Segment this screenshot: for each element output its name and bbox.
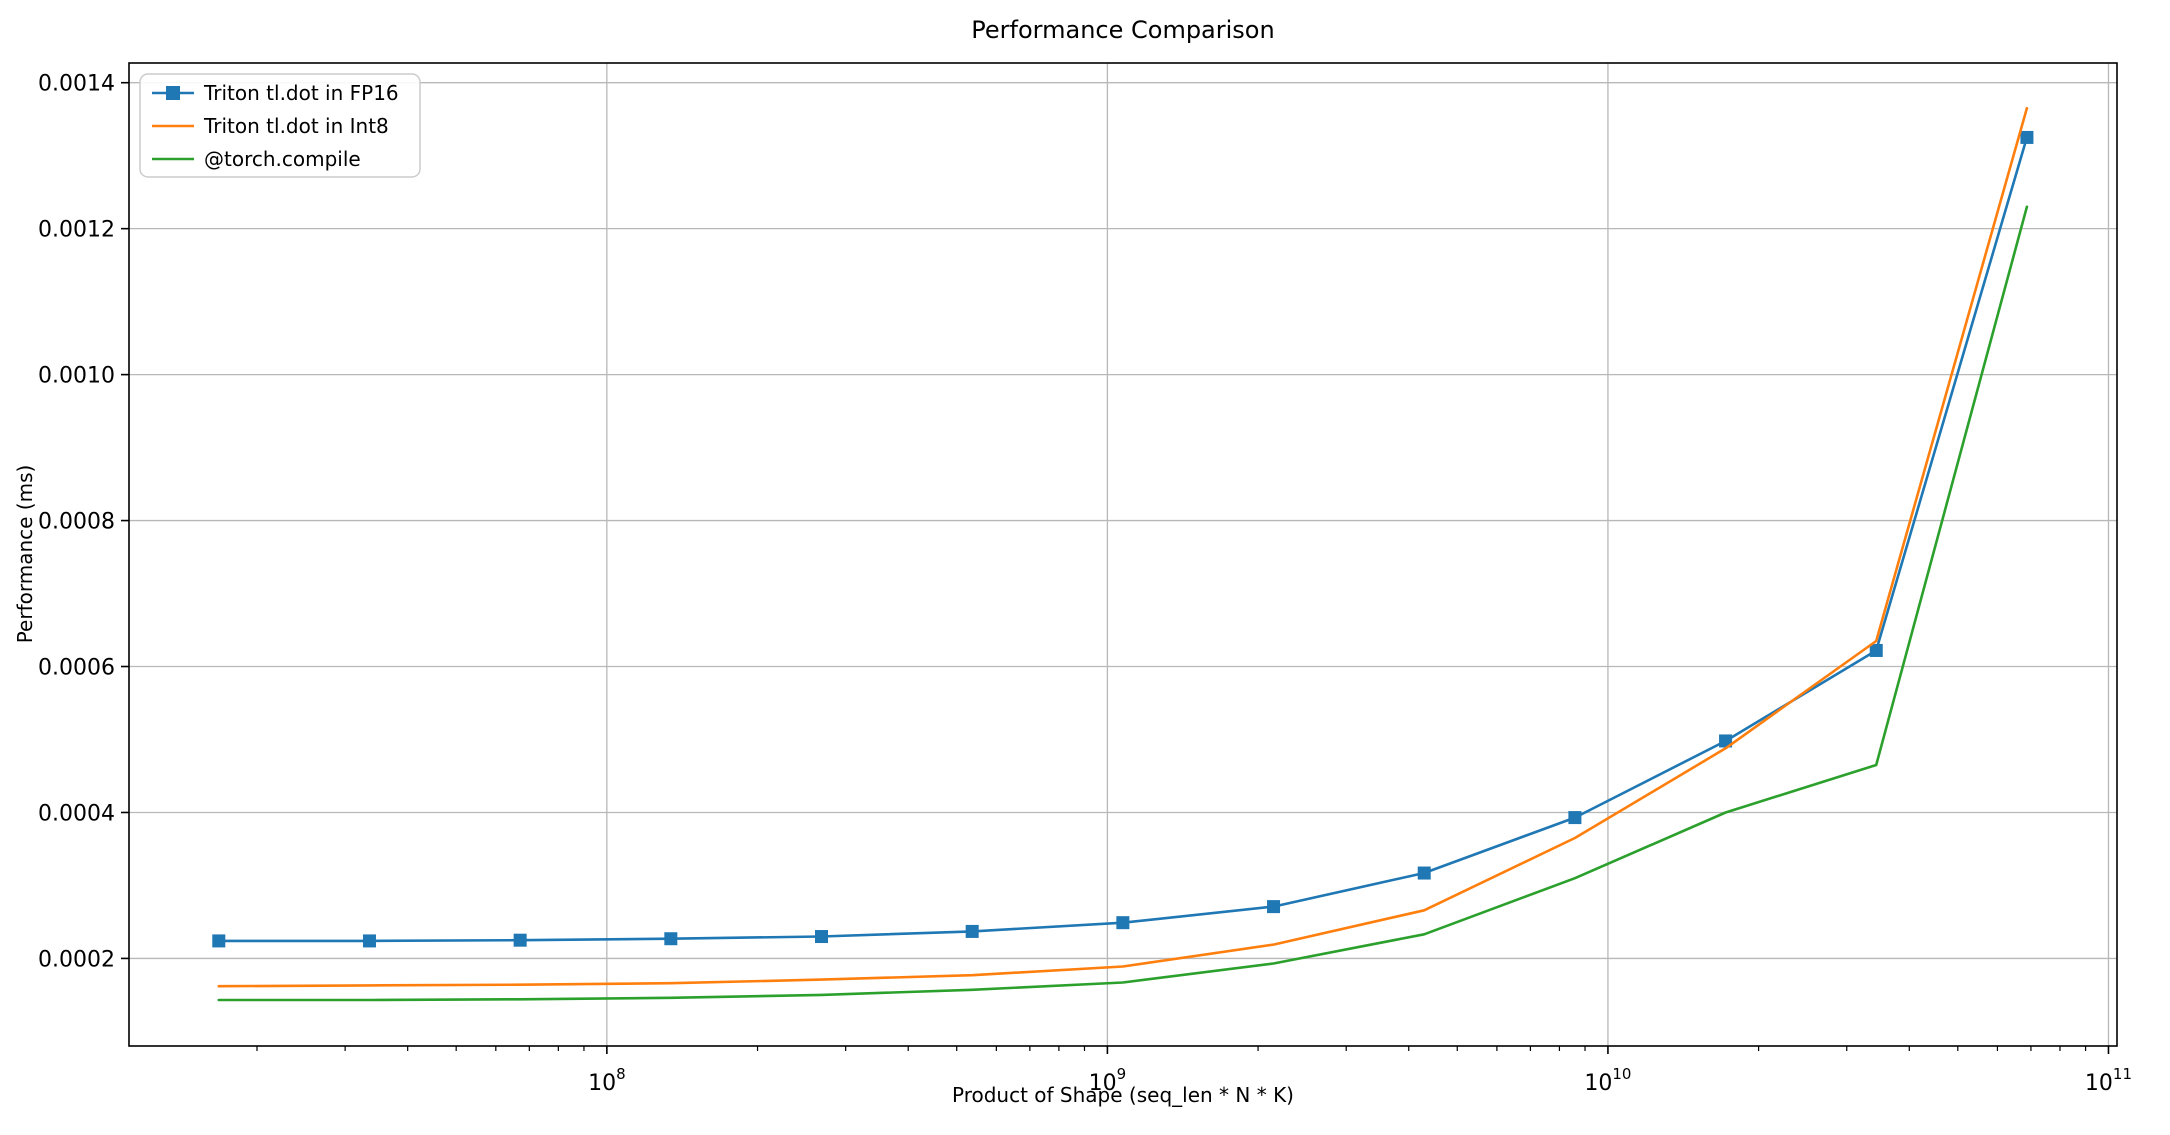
series-marker [2020,130,2034,144]
y-tick-label: 0.0006 [38,656,115,681]
axis-ticks [121,81,2110,1054]
y-tick-label: 0.0002 [38,947,115,972]
series-marker [1267,900,1281,914]
legend-sample-marker [166,86,180,100]
legend-item-label: Triton tl.dot in Int8 [203,114,389,138]
legend-item-label: Triton tl.dot in FP16 [203,81,399,105]
axis-tick-labels: 0.0002 0.0004 0.0006 0.0008 0.0010 0.0012 0.00… [38,72,2132,1096]
series-marker [212,934,226,948]
series-marker [1869,643,1883,657]
legend-box [139,73,421,178]
series-marker [1568,811,1582,825]
series-marker [1417,866,1431,880]
series-marker [965,924,979,938]
series-marker [1719,734,1733,748]
series-line [217,136,2029,943]
y-tick-label: 0.0014 [38,72,115,97]
data-series [212,106,2034,1002]
legend-item-label: @torch.compile [204,147,361,171]
series-marker [815,930,829,944]
y-tick-label: 0.0010 [38,364,115,389]
series-marker [664,932,678,946]
x-tick-label: 108 [588,1065,626,1096]
x-tick-label: 1011 [2085,1065,2132,1096]
y-axis-label: Performance (ms) [13,465,37,644]
x-axis-label: Product of Shape (seq_len * N * K) [952,1083,1294,1107]
series-line [217,205,2029,1002]
y-tick-label: 0.0004 [38,801,115,826]
y-tick-label: 0.0008 [38,510,115,535]
y-tick-label: 0.0012 [38,218,115,243]
series-marker [362,934,376,948]
series-marker [513,933,527,947]
x-tick-label: 109 [1089,1065,1127,1096]
x-tick-label: 1010 [1584,1065,1631,1096]
plot-border [128,62,2118,1047]
series-line [217,106,2029,988]
chart-title: Performance Comparison [971,16,1274,44]
legend: Triton tl.dot in FP16 Triton tl.dot in In… [139,73,421,178]
series-marker [1116,916,1130,930]
gridlines [129,63,2117,1046]
